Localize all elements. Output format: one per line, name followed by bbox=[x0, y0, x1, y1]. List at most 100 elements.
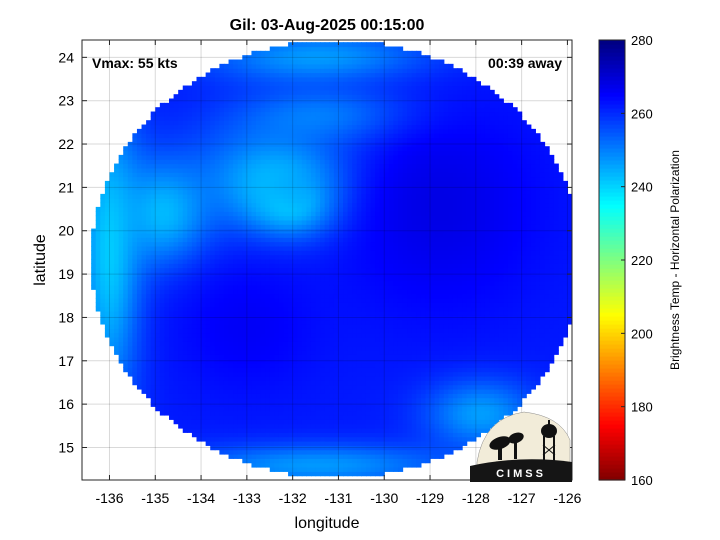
colorbar-segment bbox=[599, 168, 625, 173]
colorbar-segment bbox=[599, 128, 625, 133]
colorbar-segment bbox=[599, 76, 625, 81]
colorbar-segment bbox=[599, 348, 625, 353]
y-tick-label: 22 bbox=[58, 136, 74, 152]
x-axis-label: longitude bbox=[295, 515, 360, 532]
colorbar-segment bbox=[599, 108, 625, 113]
colorbar-segment bbox=[599, 232, 625, 237]
colorbar-segment bbox=[599, 68, 625, 73]
colorbar-segment bbox=[599, 396, 625, 401]
colorbar-segment bbox=[599, 452, 625, 457]
axis-ticks: -136 -135 -134 -133 -132 -131 -130 -129 -128 -127… bbox=[58, 40, 582, 506]
colorbar-segment bbox=[599, 408, 625, 413]
colorbar-segment bbox=[599, 384, 625, 389]
colorbar-segment bbox=[599, 208, 625, 213]
colorbar-segment bbox=[599, 448, 625, 453]
colorbar-segment bbox=[599, 148, 625, 153]
colorbar-segment bbox=[599, 252, 625, 257]
x-tick-label: -127 bbox=[508, 490, 536, 506]
colorbar-segment bbox=[599, 288, 625, 293]
colorbar-segment bbox=[599, 236, 625, 241]
colorbar-segment bbox=[599, 280, 625, 285]
colorbar-segment bbox=[599, 272, 625, 277]
x-tick-label: -134 bbox=[187, 490, 215, 506]
colorbar-segment bbox=[599, 344, 625, 349]
colorbar-segment bbox=[599, 152, 625, 157]
colorbar-segment bbox=[599, 284, 625, 289]
colorbar-segment bbox=[599, 368, 625, 373]
colorbar-segment bbox=[599, 200, 625, 205]
colorbar-segment bbox=[599, 292, 625, 297]
colorbar-segment bbox=[599, 336, 625, 341]
colorbar-segment bbox=[599, 300, 625, 305]
colorbar-segment bbox=[599, 260, 625, 265]
colorbar-segment bbox=[599, 88, 625, 93]
x-tick-label: -131 bbox=[324, 490, 352, 506]
colorbar-segment bbox=[599, 156, 625, 161]
colorbar-segment bbox=[599, 376, 625, 381]
colorbar-segment bbox=[599, 428, 625, 433]
colorbar-segment bbox=[599, 92, 625, 97]
colorbar-segment bbox=[599, 160, 625, 165]
colorbar-segment bbox=[599, 180, 625, 185]
time-away-annotation: 00:39 away bbox=[488, 55, 562, 71]
colorbar-segment bbox=[599, 132, 625, 137]
colorbar-segment bbox=[599, 176, 625, 181]
colorbar-segment bbox=[599, 104, 625, 109]
colorbar-segment bbox=[599, 432, 625, 437]
colorbar-segment bbox=[599, 100, 625, 105]
x-tick-label: -126 bbox=[553, 490, 581, 506]
colorbar-segment bbox=[599, 444, 625, 449]
colorbar-tick-label: 280 bbox=[631, 33, 653, 48]
y-tick-label: 23 bbox=[58, 93, 74, 109]
colorbar-segment bbox=[599, 204, 625, 209]
colorbar-segment bbox=[599, 84, 625, 89]
colorbar-segment bbox=[599, 380, 625, 385]
colorbar-segment bbox=[599, 296, 625, 301]
colorbar-segment bbox=[599, 120, 625, 125]
colorbar-segment bbox=[599, 388, 625, 393]
water-tower-icon bbox=[541, 420, 557, 462]
colorbar-segment bbox=[599, 240, 625, 245]
colorbar-segment bbox=[599, 456, 625, 461]
y-tick-label: 15 bbox=[58, 439, 74, 455]
colorbar-segment bbox=[599, 356, 625, 361]
colorbar-segment bbox=[599, 404, 625, 409]
colorbar-segment bbox=[599, 268, 625, 273]
colorbar-segment bbox=[599, 140, 625, 145]
y-tick-label: 16 bbox=[58, 396, 74, 412]
plot-area bbox=[82, 40, 572, 480]
chart-title: Gil: 03-Aug-2025 00:15:00 bbox=[230, 17, 425, 34]
colorbar: 160 180 200 220 240 260 280 Brightness Temp - … bbox=[598, 33, 682, 488]
colorbar-segment bbox=[599, 80, 625, 85]
brightness-temperature-swath bbox=[91, 42, 572, 477]
y-tick-label: 17 bbox=[58, 353, 74, 369]
x-tick-label: -132 bbox=[279, 490, 307, 506]
colorbar-segment bbox=[599, 352, 625, 357]
colorbar-segment bbox=[599, 476, 625, 481]
colorbar-tick-label: 260 bbox=[631, 106, 653, 121]
colorbar-segment bbox=[599, 464, 625, 469]
swath-cells bbox=[91, 42, 572, 477]
colorbar-tick-label: 180 bbox=[631, 400, 653, 415]
colorbar-segment bbox=[599, 460, 625, 465]
colorbar-segment bbox=[599, 320, 625, 325]
logo-text: CIMSS bbox=[496, 468, 546, 480]
colorbar-segment bbox=[599, 48, 625, 53]
colorbar-segment bbox=[599, 164, 625, 169]
colorbar-segment bbox=[599, 340, 625, 345]
colorbar-segment bbox=[599, 116, 625, 121]
colorbar-segment bbox=[599, 440, 625, 445]
colorbar-segment bbox=[599, 316, 625, 321]
colorbar-segment bbox=[599, 112, 625, 117]
colorbar-gradient bbox=[599, 40, 625, 481]
colorbar-segment bbox=[599, 436, 625, 441]
colorbar-segment bbox=[599, 364, 625, 369]
colorbar-segment bbox=[599, 124, 625, 129]
x-tick-label: -135 bbox=[141, 490, 169, 506]
colorbar-segment bbox=[599, 328, 625, 333]
x-tick-label: -136 bbox=[95, 490, 123, 506]
x-tick-label: -133 bbox=[233, 490, 261, 506]
y-axis-label: latitude bbox=[32, 234, 49, 286]
colorbar-segment bbox=[599, 304, 625, 309]
